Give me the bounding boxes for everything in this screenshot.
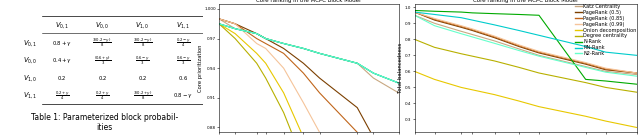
Text: $\frac{0.6-\gamma}{3}$: $\frac{0.6-\gamma}{3}$: [175, 54, 190, 67]
Text: $\frac{0.6-\gamma}{3}$: $\frac{0.6-\gamma}{3}$: [135, 54, 150, 67]
Text: $V_{0,1}$: $V_{0,1}$: [55, 20, 69, 30]
Text: $0.4+\gamma$: $0.4+\gamma$: [52, 56, 72, 65]
Text: $\frac{3(0.2+\gamma)}{8}$: $\frac{3(0.2+\gamma)}{8}$: [132, 89, 152, 102]
Y-axis label: Core prioritization: Core prioritization: [198, 44, 203, 92]
Text: $\frac{3(0.2-\gamma)}{8}$: $\frac{3(0.2-\gamma)}{8}$: [93, 37, 112, 49]
Text: $0.8-\gamma$: $0.8-\gamma$: [173, 91, 193, 100]
Text: $0.8+\gamma$: $0.8+\gamma$: [52, 38, 72, 48]
Text: $\frac{0.2+\gamma}{4}$: $\frac{0.2+\gamma}{4}$: [54, 89, 69, 102]
Text: $V_{1,0}$: $V_{1,0}$: [136, 20, 150, 30]
Y-axis label: Total balancedness: Total balancedness: [399, 43, 403, 93]
Text: Table 1: Parameterized block probabil-
ities: Table 1: Parameterized block probabil- i…: [31, 113, 179, 132]
Text: $0.6$: $0.6$: [178, 74, 188, 82]
Text: $V_{0,0}$: $V_{0,0}$: [24, 55, 38, 65]
Text: $0.2$: $0.2$: [57, 74, 67, 82]
Text: $V_{1,1}$: $V_{1,1}$: [24, 90, 38, 100]
Text: $\frac{3(0.2-\gamma)}{8}$: $\frac{3(0.2-\gamma)}{8}$: [132, 37, 152, 49]
Text: $V_{1,1}$: $V_{1,1}$: [175, 20, 190, 30]
Text: $V_{0,0}$: $V_{0,0}$: [95, 20, 109, 30]
Text: $0.2$: $0.2$: [97, 74, 107, 82]
Text: $V_{1,0}$: $V_{1,0}$: [24, 73, 38, 83]
Text: $\frac{0.2-\gamma}{4}$: $\frac{0.2-\gamma}{4}$: [175, 37, 190, 49]
Legend: Katz Centrality, PageRank (0.5), PageRank (0.85), PageRank (0.99), Onion decompo: Katz Centrality, PageRank (0.5), PageRan…: [575, 4, 637, 56]
Title: Core ranking in the MCPC Block Model: Core ranking in the MCPC Block Model: [474, 0, 578, 3]
Text: $V_{0,1}$: $V_{0,1}$: [24, 38, 38, 48]
Title: Core ranking in the MCPC Block Model: Core ranking in the MCPC Block Model: [257, 0, 361, 3]
Text: $\frac{(0.6+\gamma)}{3}$: $\frac{(0.6+\gamma)}{3}$: [93, 54, 111, 67]
Text: $\frac{0.2+\gamma}{4}$: $\frac{0.2+\gamma}{4}$: [95, 89, 109, 102]
Text: $0.2$: $0.2$: [138, 74, 147, 82]
